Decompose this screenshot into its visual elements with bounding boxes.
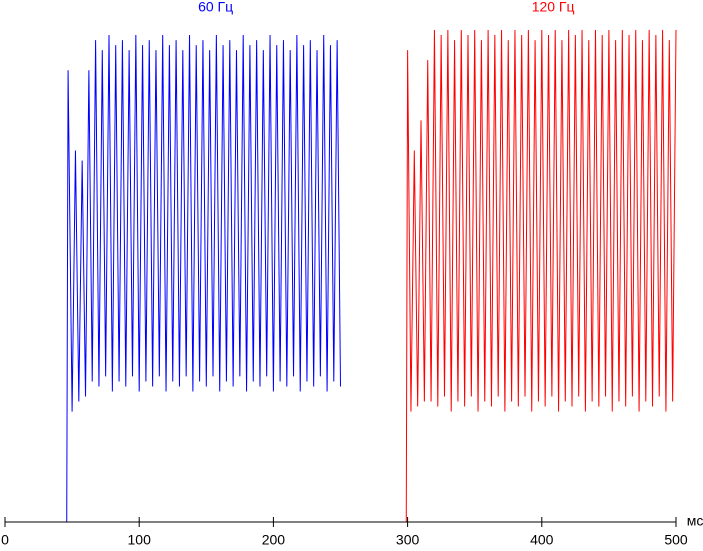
series-label: 120 Гц <box>532 0 575 15</box>
x-tick-label: 200 <box>262 532 286 548</box>
series-line <box>340 30 677 523</box>
x-tick-label: 500 <box>664 532 688 548</box>
x-tick-label: 100 <box>128 532 152 548</box>
series-line <box>5 35 341 523</box>
x-axis-label: мс <box>687 513 703 529</box>
series-label: 60 Гц <box>198 0 233 15</box>
x-tick-label: 400 <box>530 532 554 548</box>
x-tick-label: 0 <box>1 532 9 548</box>
x-tick-label: 300 <box>396 532 420 548</box>
